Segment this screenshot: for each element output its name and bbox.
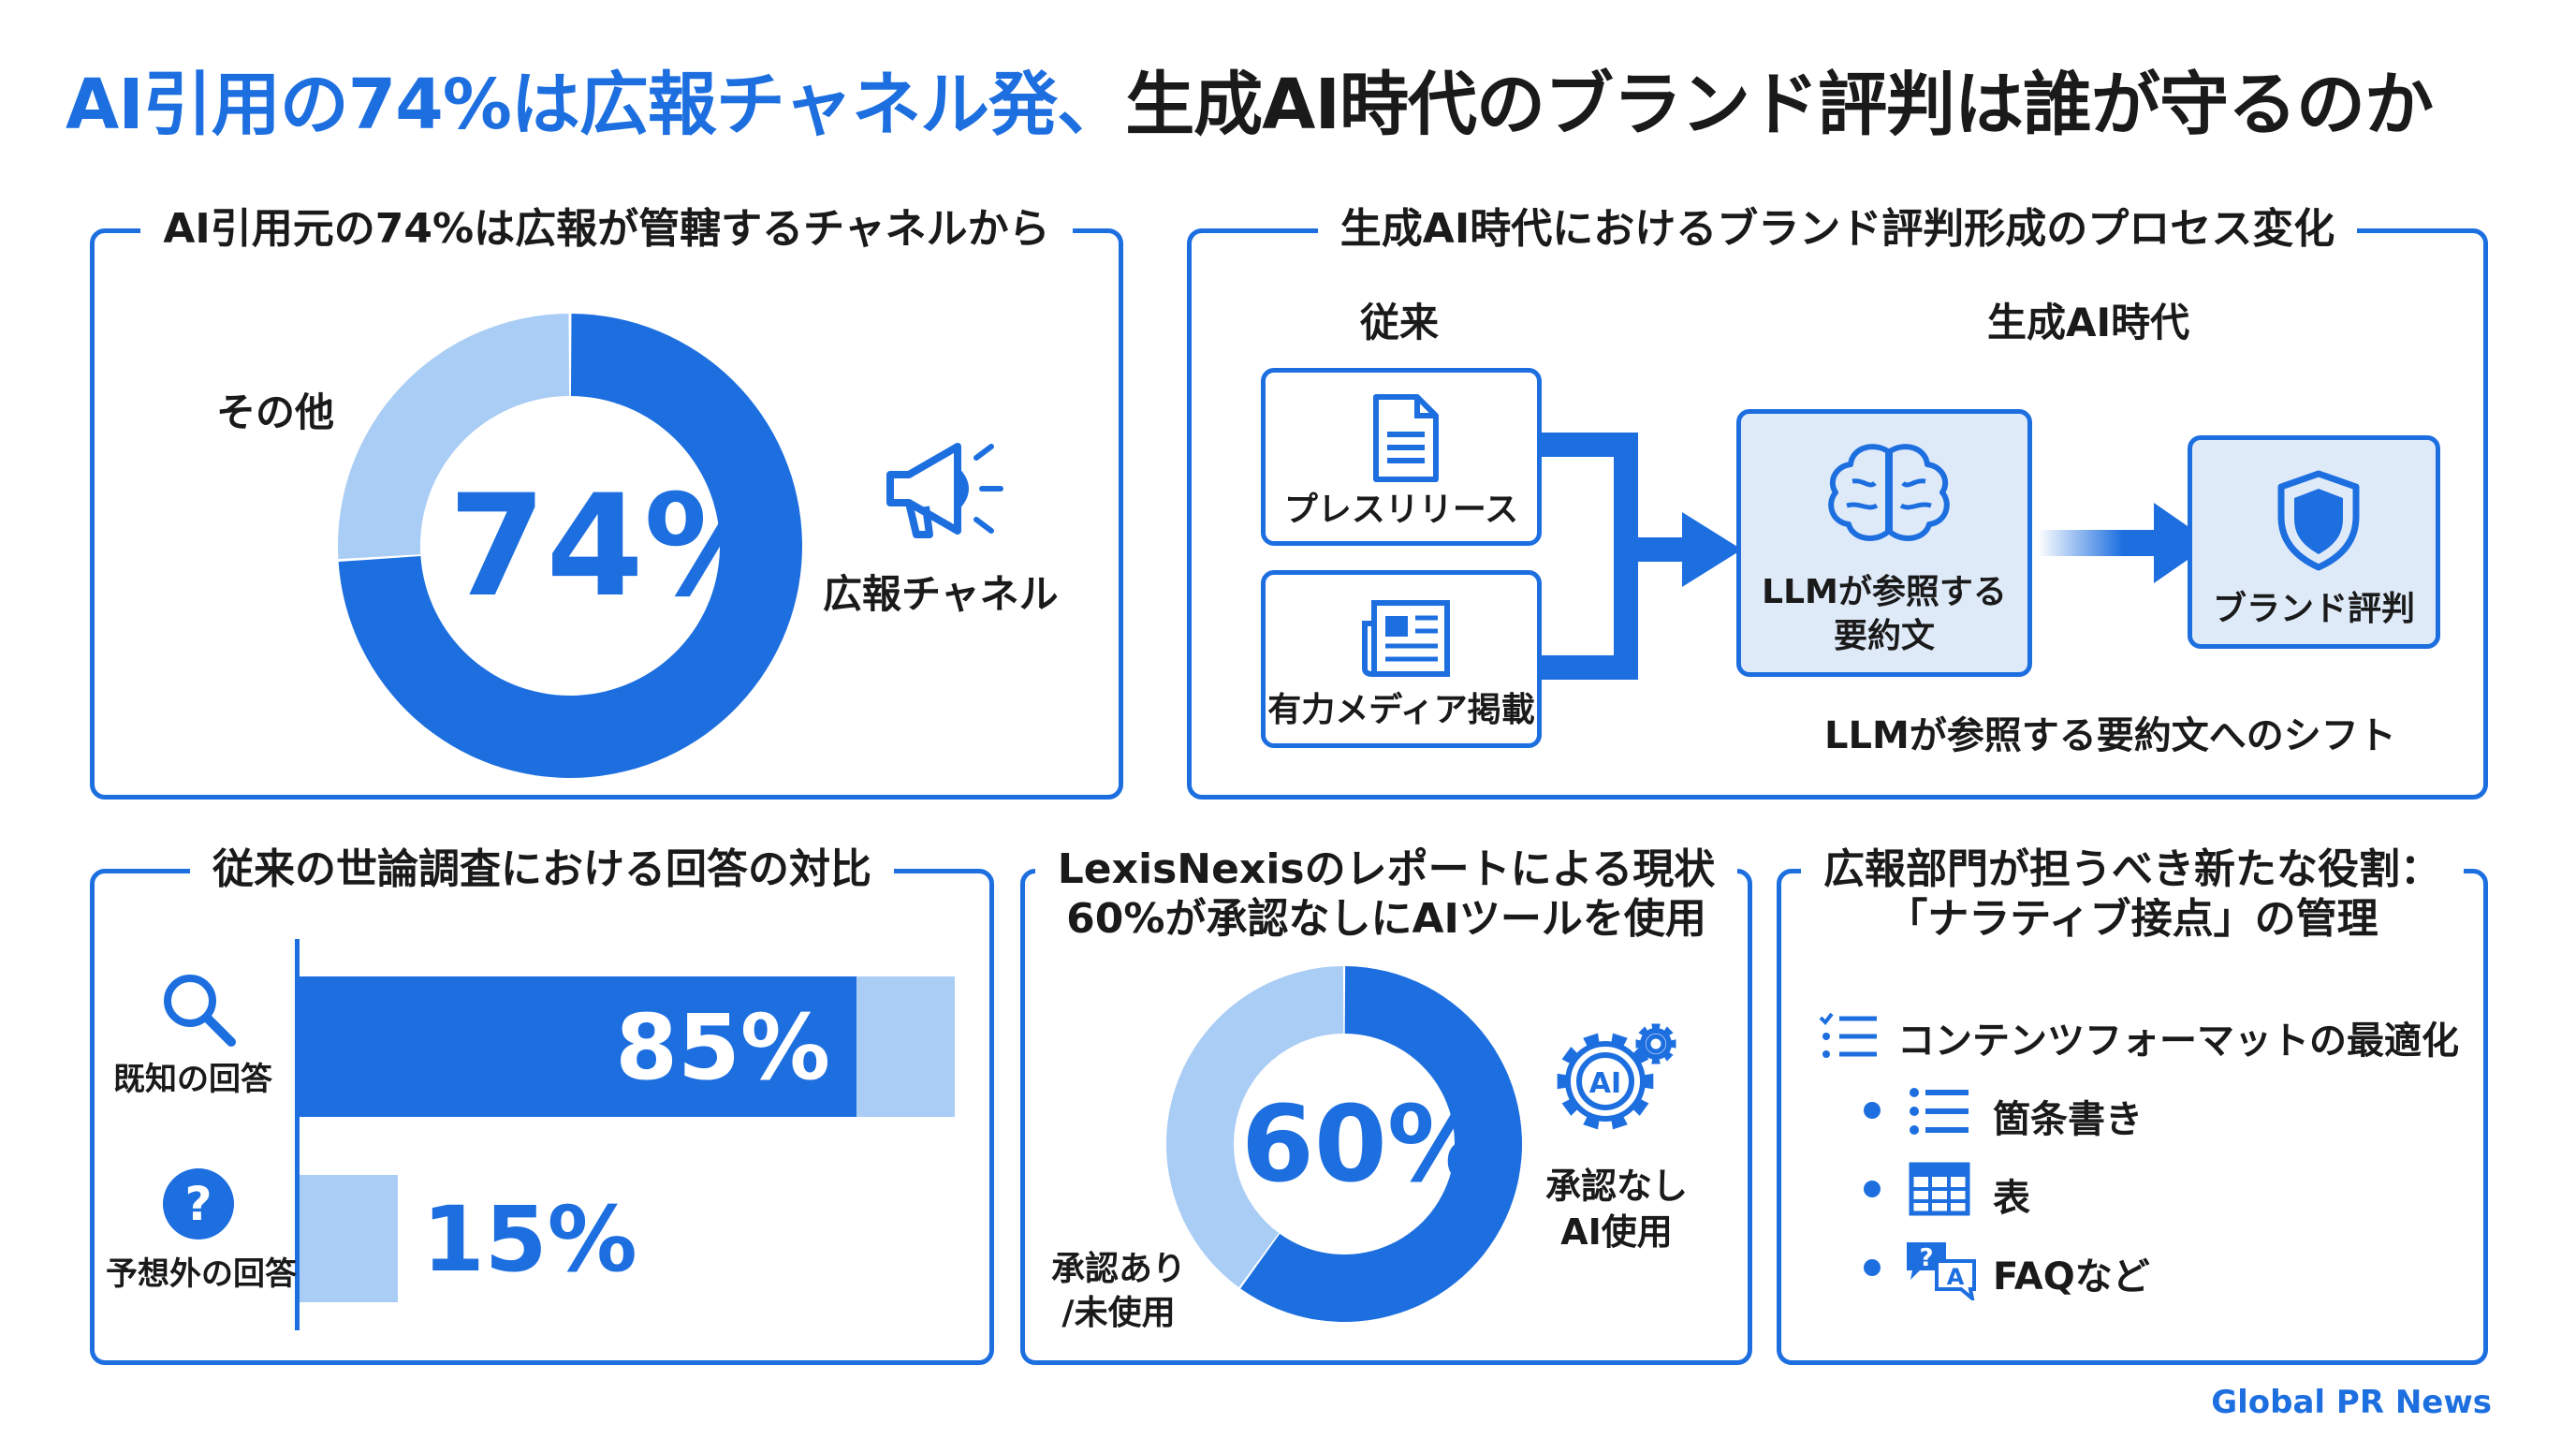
label-approved-or-unused: 承認あり /未使用: [1051, 1250, 1187, 1332]
checklist-icon: [1819, 1012, 1877, 1058]
ai-gear-icon: AI: [1557, 1023, 1676, 1130]
box-brand-reputation-label: ブランド評判: [2212, 590, 2415, 628]
panel-pr-new-role: 広報部門が担うべき新たな役割： 「ナラティブ接点」の管理 コンテンツフォーマット…: [1777, 845, 2488, 1365]
label-pr-channel: 広報チャネル: [823, 571, 1059, 617]
page-title: AI引用の74%は広報チャネル発、生成AI時代のブランド評判は誰が守るのか: [66, 49, 2434, 149]
svg-text:A: A: [1947, 1264, 1965, 1290]
bar-value-label-1: 15%: [422, 1187, 637, 1292]
svg-text:?: ?: [184, 1177, 212, 1231]
donut-slice-0: [1240, 966, 1522, 1322]
sub-item-bullets: 箇条書き: [1993, 1098, 2143, 1141]
bar-label-unexpected: 予想外の回答: [106, 1255, 297, 1293]
panel-title: 広報部門が担うべき新たな役割： 「ナラティブ接点」の管理: [1781, 845, 2483, 945]
panel-ai-citation-source: AI引用元の74%は広報が管轄するチャネルから 74% その他 広報チャネル: [90, 205, 1123, 800]
list-icon: [1910, 1088, 1969, 1135]
bar-chart: 85% 15%: [300, 976, 955, 1302]
bullet-dot: [1864, 1181, 1881, 1197]
box-media-coverage-label: 有力メディア掲載: [1267, 691, 1535, 729]
bullet-dot: [1864, 1102, 1881, 1119]
panel-lexisnexis-report: LexisNexisのレポートによる現状 60%が承認なしにAIツールを使用 6…: [1020, 845, 1752, 1365]
box-press-release-label: プレスリリース: [1283, 491, 1519, 529]
shift-caption: LLMが参照する要約文へのシフト: [1824, 714, 2396, 757]
title-highlight: AI引用の74%は広報チャネル発、: [66, 65, 1126, 145]
label-other: その他: [216, 389, 335, 435]
shield-icon: [2277, 470, 2360, 571]
column-traditional: 従来: [1360, 300, 1440, 345]
table-icon: [1909, 1162, 1970, 1216]
panel-title: LexisNexisのレポートによる現状 60%が承認なしにAIツールを使用: [1025, 845, 1748, 945]
bar-label-known: 既知の回答: [113, 1061, 272, 1098]
merge-arrow: [1542, 433, 1742, 680]
box-llm-summary: LLMが参照する 要約文: [1736, 409, 2032, 677]
bar-1: [300, 1175, 398, 1302]
donut-chart-74: [338, 314, 803, 779]
title-rest: 生成AI時代のブランド評判は誰が守るのか: [1125, 65, 2434, 145]
donut-center-value: 74%: [448, 465, 785, 628]
svg-text:?: ?: [1919, 1244, 1933, 1272]
panel-title: AI引用元の74%は広報が管轄するチャネルから: [95, 205, 1119, 255]
panel-title: 従来の世論調査における回答の対比: [95, 845, 989, 895]
sub-item-faq: FAQなど: [1993, 1255, 2150, 1299]
box-brand-reputation: ブランド評判: [2188, 435, 2440, 649]
donut-slice-1: [1166, 966, 1344, 1288]
brand-logo: Global PR News: [2211, 1384, 2492, 1421]
newspaper-icon: [1362, 600, 1450, 677]
donut-slice-1: [338, 314, 570, 560]
brain-icon: [1828, 444, 1950, 541]
sub-item-table: 表: [1993, 1177, 2030, 1220]
donut-chart-60: [1166, 966, 1522, 1322]
shift-arrow: [2038, 503, 2212, 583]
panel-title: 生成AI時代におけるブランド評判形成のプロセス変化: [1192, 205, 2483, 255]
column-genai-era: 生成AI時代: [1987, 300, 2190, 345]
question-icon: ?: [163, 1168, 234, 1240]
label-unapproved-ai-use: 承認なし AI使用: [1545, 1166, 1689, 1254]
panel-reputation-process: 生成AI時代におけるブランド評判形成のプロセス変化 従来 生成AI時代 プレスリ…: [1187, 205, 2488, 800]
bar-0: [300, 976, 856, 1117]
bar-axis: [295, 939, 300, 1330]
search-icon: [164, 975, 236, 1047]
box-llm-summary-label: LLMが参照する 要約文: [1762, 573, 2007, 655]
megaphone-icon: [886, 443, 1003, 538]
bar-value-label-0: 85%: [615, 995, 830, 1100]
svg-text:AI: AI: [1589, 1067, 1621, 1100]
donut-slice-0: [338, 314, 803, 779]
box-press-release: プレスリリース: [1261, 368, 1542, 546]
box-media-coverage: 有力メディア掲載: [1261, 570, 1542, 748]
bullet-dot: [1864, 1259, 1881, 1276]
donut-center-value: 60%: [1241, 1084, 1493, 1206]
document-icon: [1373, 394, 1439, 482]
panel-poll-comparison: 従来の世論調査における回答の対比 85% 15% 既知の回答 ? 予想外の回答: [90, 845, 994, 1365]
faq-icon: ? A: [1907, 1242, 1976, 1300]
main-item-label: コンテンツフォーマットの最適化: [1897, 1020, 2459, 1063]
